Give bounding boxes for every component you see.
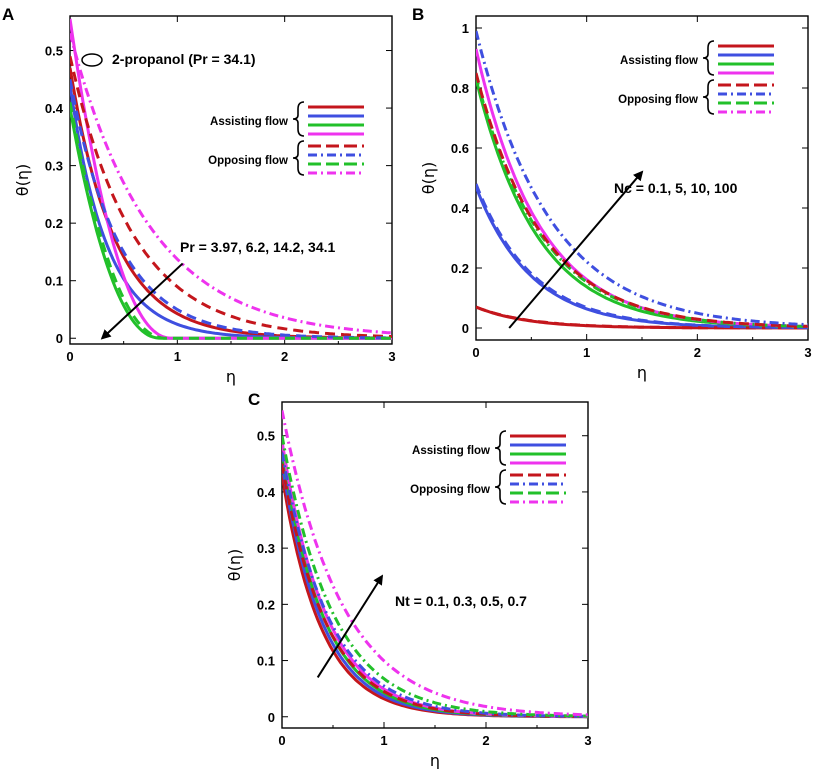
x-tick-label: 3 — [584, 733, 591, 748]
legend-brace — [702, 40, 715, 76]
legend-brace — [702, 79, 715, 115]
x-tick-label: 1 — [380, 733, 387, 748]
legend-label-opposing: Opposing flow — [618, 94, 698, 106]
y-tick-label: 0.2 — [451, 261, 469, 276]
x-tick-label: 3 — [804, 345, 811, 360]
legend-label-assisting: Assisting flow — [412, 445, 490, 457]
legend-label-opposing: Opposing flow — [410, 484, 490, 496]
legend-label-assisting: Assisting flow — [620, 55, 698, 67]
series-line — [282, 452, 588, 718]
annotation-label: Pr = 3.97, 6.2, 14.2, 34.1 — [180, 239, 335, 255]
y-tick-label: 0.3 — [45, 159, 63, 174]
legend-brace — [494, 430, 507, 466]
y-tick-label: 0.2 — [45, 216, 63, 231]
series-line — [70, 79, 392, 340]
y-tick-label: 0 — [268, 710, 275, 725]
panel-a: A 0 1 2 3 0 0.1 0.2 0.3 0.4 0.5 η θ(η) Assisting flow… — [2, 5, 396, 386]
legend-label-opposing: Opposing flow — [208, 155, 288, 167]
y-tick-label: 0.2 — [257, 597, 275, 612]
x-tick-label: 2 — [281, 349, 288, 364]
panel-c: C 0 1 2 3 0 0.1 0.2 0.3 0.4 0.5 η θ(η) Assisting flow… — [225, 390, 592, 769]
panel-letter: B — [412, 5, 424, 24]
panel-b: B 0 1 2 3 0 0.2 0.4 0.6 0.8 1 η θ(η) Assisting flow Op… — [412, 5, 812, 382]
panel-letter: C — [248, 390, 260, 409]
note-label: 2-propanol (Pr = 34.1) — [112, 51, 256, 67]
y-tick-label: 0.4 — [45, 101, 64, 116]
y-tick-label: 0.6 — [451, 141, 469, 156]
legend-brace — [292, 101, 305, 137]
series-line — [282, 410, 588, 717]
legend-label-assisting: Assisting flow — [210, 116, 288, 128]
y-tick-label: 0.5 — [45, 44, 63, 59]
y-tick-label: 0.1 — [45, 274, 63, 289]
x-axis-label: η — [430, 751, 440, 769]
y-tick-label: 0.3 — [257, 541, 275, 556]
x-tick-label: 1 — [583, 345, 590, 360]
y-axis-label: θ(η) — [13, 164, 32, 196]
legend: Assisting flow Opposing flow — [208, 101, 364, 176]
legend: Assisting flow Opposing flow — [410, 430, 566, 505]
series-line — [70, 102, 392, 340]
series-line — [70, 32, 392, 335]
y-tick-label: 0.5 — [257, 429, 275, 444]
annotation-arrow — [100, 262, 184, 340]
note-ellipse — [81, 53, 103, 67]
x-tick-label: 0 — [278, 733, 285, 748]
series-line — [70, 107, 392, 340]
series-line — [70, 55, 392, 338]
y-tick-label: 0 — [56, 331, 63, 346]
y-axis-label: θ(η) — [225, 549, 244, 581]
x-tick-label: 0 — [66, 349, 73, 364]
annotation-arrow — [316, 574, 384, 678]
series-line — [476, 75, 808, 328]
annotation-arrow — [508, 170, 644, 329]
series-line — [282, 435, 588, 718]
series-line — [282, 463, 588, 718]
x-axis-label: η — [226, 367, 236, 386]
legend: Assisting flow Opposing flow — [618, 40, 774, 115]
x-tick-label: 0 — [472, 345, 479, 360]
y-tick-label: 0.4 — [451, 201, 470, 216]
x-tick-label: 3 — [388, 349, 395, 364]
x-tick-label: 1 — [174, 349, 181, 364]
annotation-label: Nt = 0.1, 0.3, 0.5, 0.7 — [395, 593, 527, 609]
x-tick-label: 2 — [694, 345, 701, 360]
y-tick-label: 1 — [462, 21, 469, 36]
series-line — [476, 183, 808, 330]
y-tick-label: 0.4 — [257, 485, 276, 500]
y-axis-label: θ(η) — [419, 162, 438, 194]
panel-letter: A — [2, 5, 14, 24]
x-tick-label: 2 — [482, 733, 489, 748]
series-line — [476, 30, 808, 327]
y-tick-label: 0 — [462, 321, 469, 336]
legend-brace — [494, 469, 507, 505]
y-tick-label: 0.8 — [451, 81, 469, 96]
annotation-label: Nc = 0.1, 5, 10, 100 — [614, 180, 738, 196]
legend-brace — [292, 140, 305, 176]
y-tick-label: 0.1 — [257, 654, 275, 669]
x-axis-label: η — [637, 363, 647, 382]
